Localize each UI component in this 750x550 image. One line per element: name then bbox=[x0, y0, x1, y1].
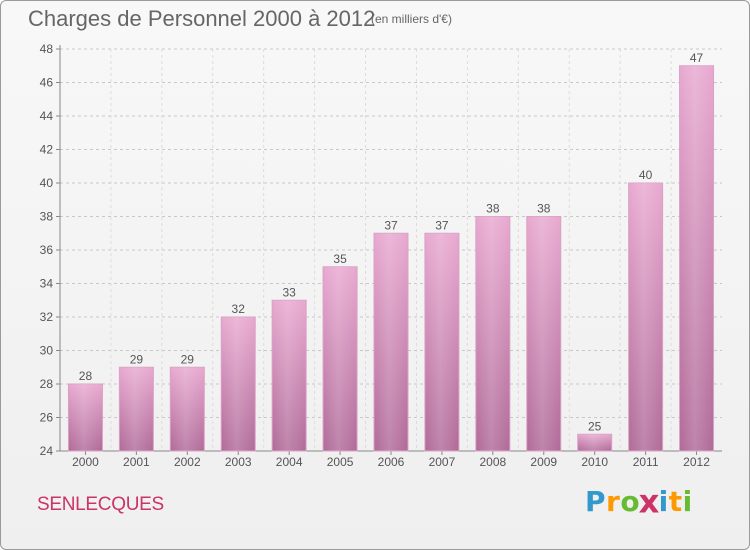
y-tick-label: 32 bbox=[40, 310, 54, 324]
data-label: 29 bbox=[181, 352, 195, 366]
bar-shine-2007 bbox=[424, 233, 459, 451]
chart-title: Charges de Personnel 2000 à 2012 bbox=[28, 6, 376, 31]
y-tick-label: 44 bbox=[40, 109, 54, 123]
logo-letter: P bbox=[585, 485, 607, 518]
y-tick-label: 36 bbox=[40, 243, 54, 257]
bar-shine-2010 bbox=[577, 434, 612, 451]
data-labels: 28 29 29 32 33 35 37 37 38 38 25 40 47 bbox=[79, 51, 704, 434]
x-tick-label: 2012 bbox=[683, 455, 710, 469]
y-tick-label: 40 bbox=[40, 176, 54, 190]
data-label: 37 bbox=[384, 218, 398, 232]
x-tick-label: 2000 bbox=[72, 455, 99, 469]
x-tick-label: 2008 bbox=[479, 455, 506, 469]
data-label: 33 bbox=[282, 285, 296, 299]
x-tick-label: 2006 bbox=[378, 455, 405, 469]
y-tick-label: 26 bbox=[40, 411, 54, 425]
data-label: 28 bbox=[79, 369, 93, 383]
logo-letter: i bbox=[682, 485, 693, 518]
y-tick-label: 38 bbox=[40, 210, 54, 224]
bar-shine-2003 bbox=[221, 317, 256, 451]
logo-letter: t bbox=[668, 485, 683, 518]
y-tick-label: 34 bbox=[40, 277, 54, 291]
bar-shine-2012 bbox=[679, 65, 714, 451]
data-label: 32 bbox=[232, 302, 246, 316]
commune-name: SENLECQUES bbox=[37, 494, 164, 515]
y-tick-label: 42 bbox=[40, 143, 54, 157]
x-tick-label: 2010 bbox=[581, 455, 608, 469]
x-tick-label: 2004 bbox=[276, 455, 303, 469]
logo-letter: r bbox=[606, 485, 621, 518]
x-tick-label: 2002 bbox=[174, 455, 201, 469]
y-tick-label: 30 bbox=[40, 344, 54, 358]
y-tick-label: 46 bbox=[40, 76, 54, 90]
bar-shine-2000 bbox=[68, 384, 103, 451]
bar-shine-2001 bbox=[119, 367, 154, 451]
bar-shine-2011 bbox=[628, 183, 663, 451]
bar-shine-2009 bbox=[526, 216, 561, 451]
bar-shine-2004 bbox=[272, 300, 307, 451]
y-tick-label: 24 bbox=[40, 444, 54, 458]
data-label: 35 bbox=[333, 252, 347, 266]
x-tick-label: 2007 bbox=[429, 455, 456, 469]
bar-shine-2002 bbox=[170, 367, 205, 451]
data-label: 47 bbox=[690, 51, 704, 65]
proxiti-logo: Proxiti bbox=[585, 482, 693, 521]
bars bbox=[67, 65, 715, 452]
logo-letter: i bbox=[658, 485, 669, 518]
data-label: 37 bbox=[435, 218, 449, 232]
x-tick-label: 2011 bbox=[633, 455, 659, 469]
data-label: 29 bbox=[130, 352, 144, 366]
x-tick-label: 2009 bbox=[530, 455, 557, 469]
x-tick-label: 2001 bbox=[123, 455, 150, 469]
y-tick-label: 48 bbox=[40, 42, 54, 56]
bar-shine-2008 bbox=[475, 216, 510, 451]
bar-shine-2005 bbox=[323, 266, 358, 451]
data-label: 25 bbox=[588, 419, 602, 433]
logo-letter: x bbox=[638, 482, 661, 521]
logo-letter: o bbox=[620, 485, 641, 518]
data-label: 38 bbox=[486, 202, 500, 216]
data-label: 38 bbox=[537, 202, 551, 216]
x-tick-label: 2005 bbox=[327, 455, 354, 469]
y-tick-label: 28 bbox=[40, 377, 54, 391]
data-label: 40 bbox=[639, 168, 653, 182]
chart-unit: (en milliers d'€) bbox=[371, 12, 452, 26]
bar-shine-2006 bbox=[374, 233, 408, 451]
x-tick-label: 2003 bbox=[225, 455, 252, 469]
